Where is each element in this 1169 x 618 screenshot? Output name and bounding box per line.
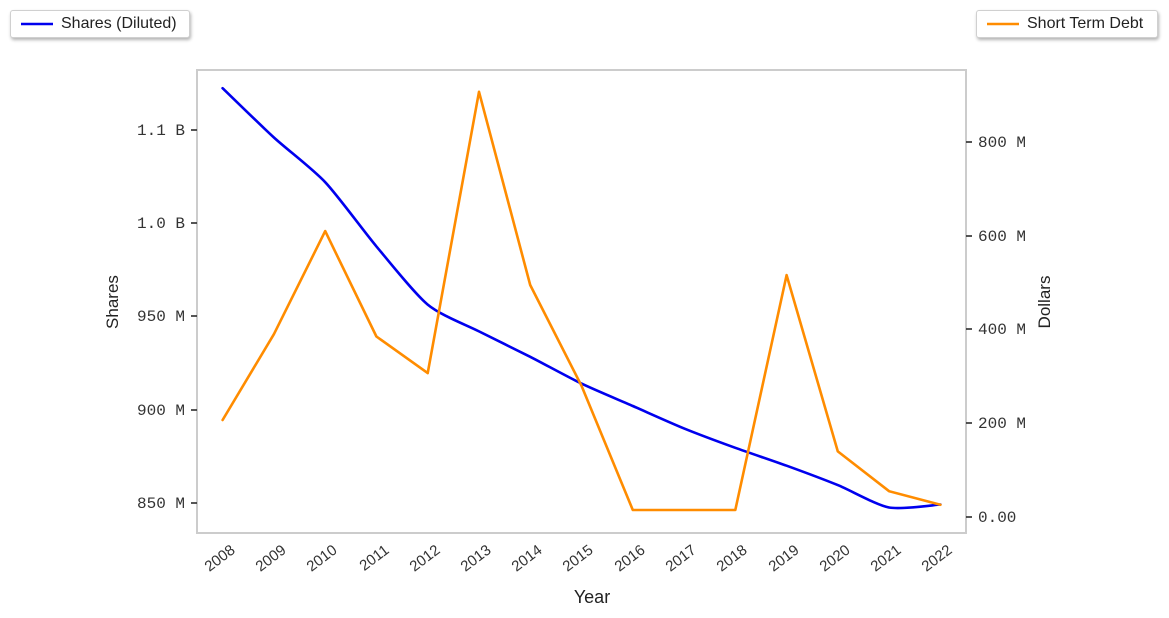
svg-text:900 M: 900 M: [137, 402, 185, 420]
svg-text:600 M: 600 M: [978, 228, 1026, 246]
svg-text:2013: 2013: [458, 542, 495, 576]
svg-text:Shares: Shares: [103, 275, 122, 329]
svg-text:1.1 B: 1.1 B: [137, 122, 185, 140]
svg-text:2022: 2022: [919, 542, 956, 576]
svg-text:2014: 2014: [509, 542, 546, 576]
svg-text:2010: 2010: [304, 542, 341, 576]
svg-text:2009: 2009: [253, 542, 290, 576]
svg-text:2012: 2012: [407, 542, 444, 576]
svg-text:200 M: 200 M: [978, 415, 1026, 433]
svg-text:2016: 2016: [612, 542, 649, 576]
svg-text:800 M: 800 M: [978, 134, 1026, 152]
svg-text:2017: 2017: [663, 542, 700, 576]
svg-text:2015: 2015: [560, 542, 597, 576]
svg-text:2019: 2019: [766, 542, 803, 576]
svg-text:850 M: 850 M: [137, 495, 185, 513]
svg-text:2021: 2021: [868, 542, 905, 576]
svg-text:Dollars: Dollars: [1035, 276, 1054, 329]
svg-text:2008: 2008: [202, 542, 239, 576]
svg-text:2018: 2018: [714, 542, 751, 576]
svg-text:2020: 2020: [817, 542, 854, 576]
svg-text:1.0 B: 1.0 B: [137, 215, 185, 233]
svg-text:400 M: 400 M: [978, 321, 1026, 339]
svg-text:950 M: 950 M: [137, 308, 185, 326]
svg-text:2011: 2011: [356, 542, 392, 575]
svg-text:Year: Year: [574, 587, 610, 607]
svg-text:0.00: 0.00: [978, 509, 1016, 527]
